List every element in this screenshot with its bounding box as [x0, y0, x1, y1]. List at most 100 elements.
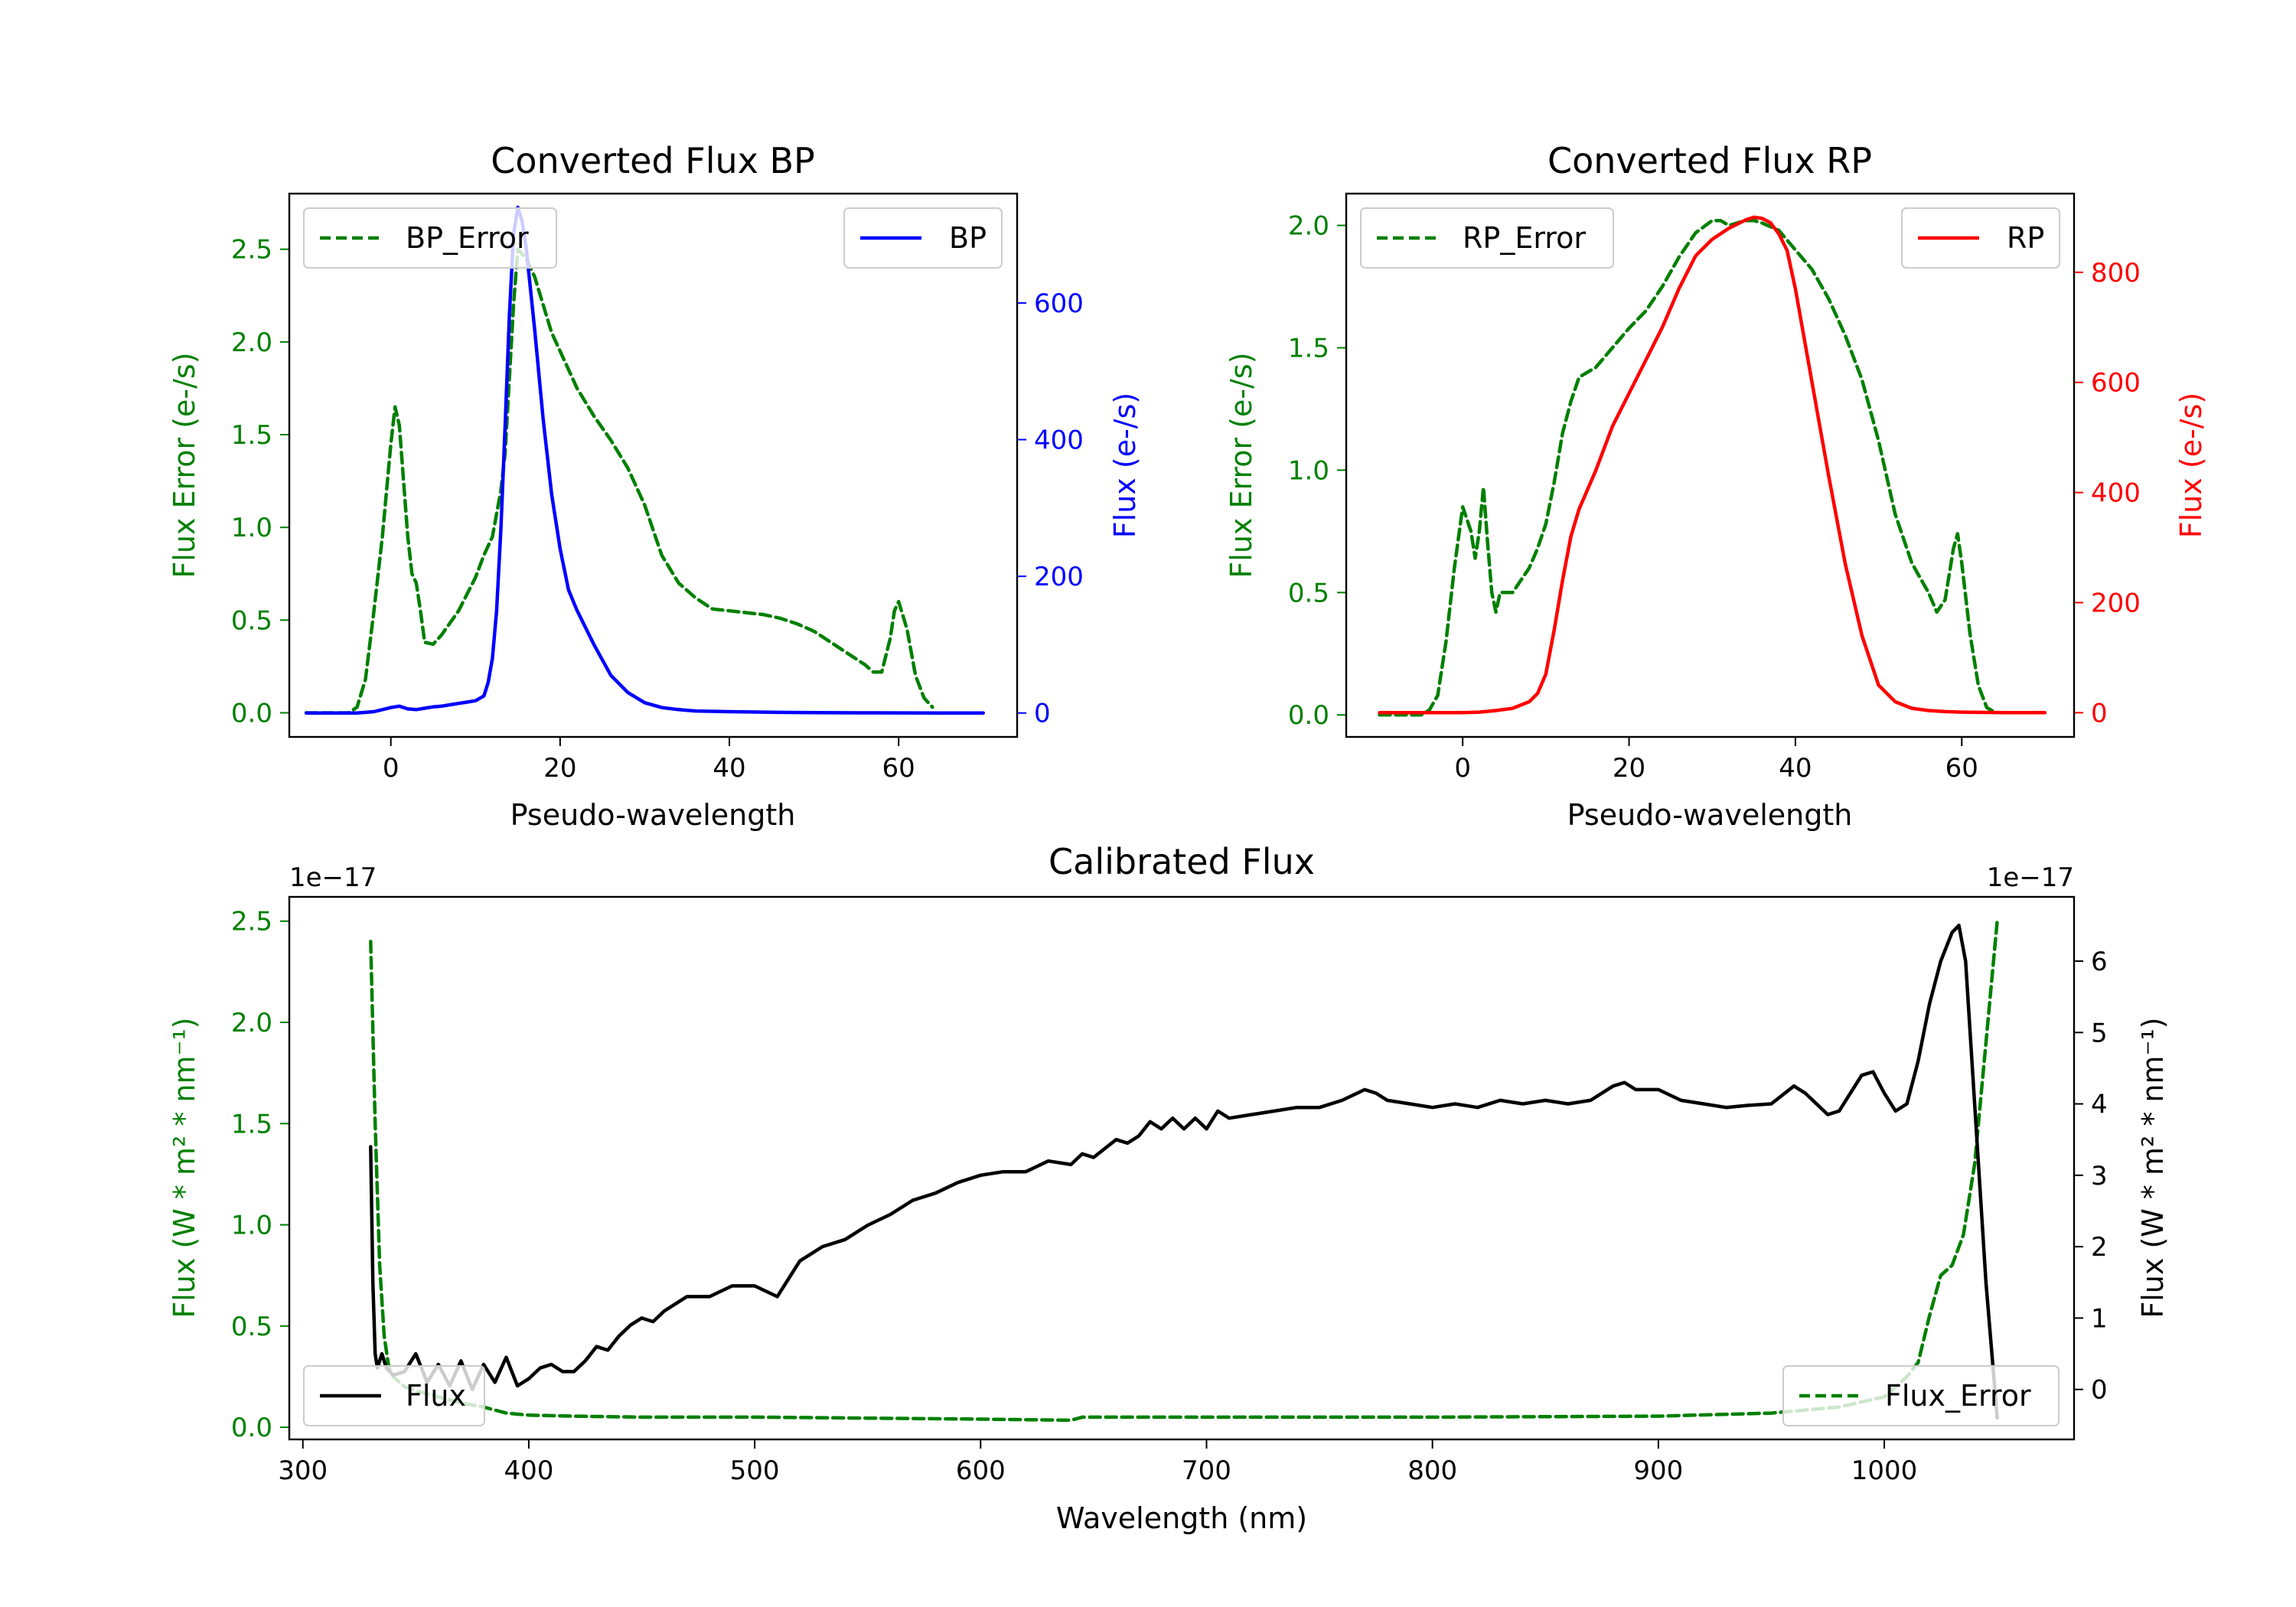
calibrated-legend-left-frame	[303, 1365, 485, 1426]
calibrated-ticks: 300 400 500 600 700 800 900 1000 0.0 0.5 1.0 1.5 2.0…	[231, 907, 2108, 1486]
calibrated-legend-right: Flux_Error	[1782, 1365, 2060, 1426]
rp-series-rp	[1378, 215, 2047, 715]
calibrated-lines	[369, 919, 1999, 1423]
calibrated-y-right-tick-label: 6	[2091, 947, 2108, 977]
rp-y-right-tick-label: 0	[2091, 698, 2108, 729]
rp-x-label: Pseudo-wavelength	[1567, 798, 1853, 832]
rp-legend-right-frame	[1901, 207, 2060, 269]
bp-y-right-tick-label: 600	[1034, 288, 1084, 319]
bp-legend-left: BP_Error	[303, 207, 557, 269]
bp-x-tick-label: 40	[713, 753, 745, 784]
calibrated-y-right-tick-label: 4	[2091, 1090, 2108, 1120]
rp-y-left-tick-label: 1.5	[1288, 333, 1329, 363]
calibrated-legend-left: Flux	[303, 1365, 485, 1426]
calibrated-x-label: Wavelength (nm)	[1056, 1501, 1307, 1535]
rp-y-right-tick-label: 200	[2091, 588, 2141, 618]
calibrated-title: Calibrated Flux	[1049, 841, 1315, 882]
bp-y-left-tick-label: 1.5	[231, 420, 272, 451]
bp-title: Converted Flux BP	[491, 140, 815, 181]
calibrated-x-tick-label: 400	[504, 1455, 553, 1486]
calibrated-panel: Calibrated Flux 1e−17 1e−17 300 400 500 600…	[168, 841, 2170, 1535]
rp-legend-right: RP	[1901, 207, 2060, 269]
rp-y-left-label: Flux Error (e-/s)	[1225, 352, 1258, 578]
calibrated-y-left-tick-label: 0.0	[231, 1413, 272, 1443]
rp-y-right-tick-label: 600	[2091, 368, 2141, 399]
calibrated-y-left-tick-label: 2.0	[231, 1008, 272, 1038]
bp-y-left-tick-label: 2.5	[231, 235, 272, 266]
calibrated-x-tick-label: 300	[278, 1455, 328, 1486]
calibrated-y-right-tick-label: 5	[2091, 1018, 2108, 1048]
bp-y-left-tick-label: 0.5	[231, 605, 272, 636]
bp-y-left-tick-label: 2.0	[231, 328, 272, 358]
calibrated-y-left-tick-label: 1.0	[231, 1211, 272, 1241]
calibrated-x-tick-label: 700	[1182, 1455, 1231, 1486]
bp-y-right-tick-label: 400	[1034, 425, 1084, 456]
bp-x-tick-label: 60	[882, 753, 915, 784]
rp-lines	[1378, 215, 2047, 717]
calibrated-axes-frame	[288, 895, 2076, 1441]
bp-legend-label: BP	[949, 221, 987, 255]
rp-legend-left-frame	[1360, 207, 1614, 269]
bp-legend-left-frame	[303, 207, 557, 269]
bp-y-right-tick-label: 0	[1034, 699, 1051, 729]
rp-y-left-tick-label: 2.0	[1288, 211, 1329, 242]
bp-series-bp	[304, 205, 986, 715]
rp-error-legend-label: RP_Error	[1463, 221, 1586, 255]
bp-series-bp-error	[304, 247, 934, 715]
flux-legend-label: Flux	[406, 1379, 466, 1413]
calibrated-series-flux-error	[369, 919, 1999, 1423]
calibrated-series-flux	[369, 924, 1999, 1420]
bp-y-right-label: Flux (e-/s)	[1108, 393, 1142, 538]
bp-legend-right-frame	[843, 207, 1003, 269]
calibrated-y-left-tick-label: 2.5	[231, 907, 272, 937]
rp-y-left-tick-label: 1.0	[1288, 455, 1329, 486]
calibrated-y-right-tick-label: 3	[2091, 1161, 2108, 1191]
flux-error-legend-label: Flux_Error	[1885, 1379, 2031, 1413]
calibrated-x-tick-label: 900	[1633, 1455, 1683, 1486]
calibrated-y-left-tick-label: 1.5	[231, 1109, 272, 1139]
bp-axes-frame	[288, 192, 1019, 738]
rp-series-rp-error	[1378, 218, 1997, 717]
bp-legend-right: BP	[843, 207, 1003, 269]
calibrated-y-right-tick-label: 2	[2091, 1232, 2108, 1263]
bp-y-left-tick-label: 0.0	[231, 698, 272, 729]
rp-x-tick-label: 60	[1945, 753, 1978, 784]
rp-y-right-label: Flux (e-/s)	[2174, 393, 2208, 538]
rp-y-left-tick-label: 0.0	[1288, 700, 1329, 731]
rp-legend-left: RP_Error	[1360, 207, 1614, 269]
rp-y-right-tick-label: 800	[2091, 258, 2141, 288]
bp-lines	[304, 205, 986, 715]
bp-x-tick-label: 0	[383, 753, 400, 784]
calibrated-y-right-tick-label: 0	[2091, 1375, 2108, 1406]
calibrated-x-tick-label: 500	[730, 1455, 780, 1486]
bp-y-left-tick-label: 1.0	[231, 513, 272, 543]
rp-title: Converted Flux RP	[1548, 140, 1872, 181]
calibrated-y-right-label: Flux (W * m² * nm⁻¹)	[2136, 1017, 2170, 1318]
rp-y-right-tick-label: 400	[2091, 478, 2141, 509]
calibrated-y-right-tick-label: 1	[2091, 1303, 2108, 1334]
rp-y-left-tick-label: 0.5	[1288, 578, 1329, 608]
bp-y-left-label: Flux Error (e-/s)	[168, 352, 201, 578]
rp-axes-frame	[1345, 192, 2076, 738]
calibrated-y-left-tick-label: 0.5	[231, 1312, 272, 1342]
rp-x-tick-label: 0	[1454, 753, 1471, 784]
calibrated-offset-left: 1e−17	[289, 862, 377, 893]
bp-y-right-tick-label: 200	[1034, 562, 1084, 592]
calibrated-x-tick-label: 1000	[1851, 1455, 1918, 1486]
bp-ticks: 0 20 40 60 0.0 0.5 1.0 1.5 2.0 2.5 0 200 400 600	[231, 235, 1084, 784]
calibrated-x-tick-label: 800	[1407, 1455, 1457, 1486]
calibrated-y-left-label: Flux (W * m² * nm⁻¹)	[168, 1017, 201, 1318]
bp-error-legend-label: BP_Error	[406, 221, 529, 255]
rp-ticks: 0 20 40 60 0.0 0.5 1.0 1.5 2.0 0 200 400 600 800	[1288, 211, 2141, 784]
bp-x-label: Pseudo-wavelength	[510, 798, 796, 832]
rp-x-tick-label: 40	[1779, 753, 1812, 784]
calibrated-x-tick-label: 600	[956, 1455, 1006, 1486]
rp-legend-label: RP	[2007, 221, 2044, 255]
rp-x-tick-label: 20	[1613, 753, 1645, 784]
calibrated-legend-right-frame	[1782, 1365, 2060, 1426]
rp-panel: Converted Flux RP 0 20 40 60 0.0 0.5 1.0 1.5 2.0…	[1225, 140, 2208, 832]
bp-x-tick-label: 20	[543, 753, 576, 784]
calibrated-offset-right: 1e−17	[1987, 862, 2074, 893]
bp-panel: Converted Flux BP 0 20 40 60 0.0 0.5 1.0 1.5 2.0…	[168, 140, 1142, 832]
